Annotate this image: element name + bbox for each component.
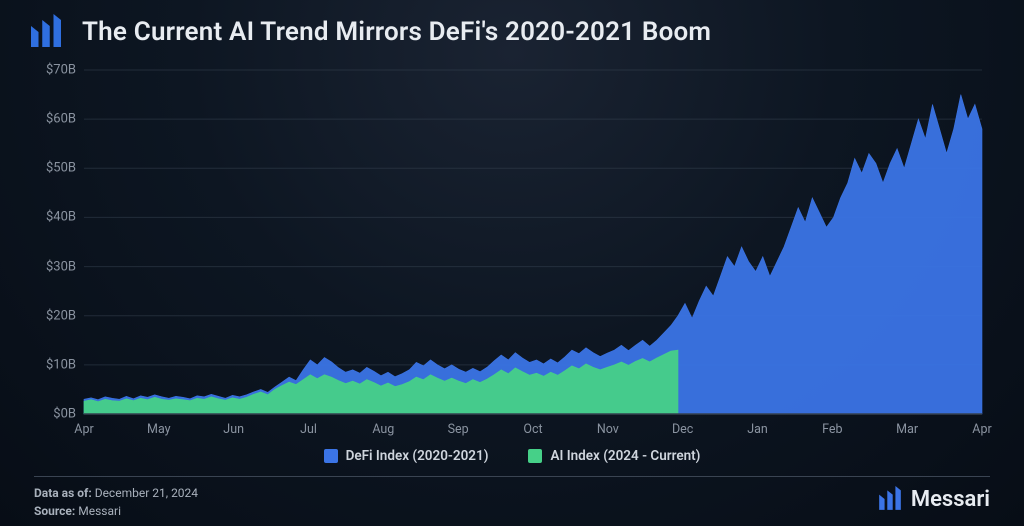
legend-item-defi: DeFi Index (2020-2021)	[324, 448, 489, 464]
legend-label-ai: AI Index (2024 - Current)	[550, 448, 700, 464]
legend-swatch-defi	[324, 449, 338, 463]
brand-logo-icon	[28, 14, 64, 50]
footer-rule	[34, 476, 990, 477]
x-axis-tick-label: Feb	[822, 422, 842, 437]
y-axis-tick-label: $70B	[34, 63, 76, 78]
x-axis-tick-label: Mar	[896, 422, 918, 437]
x-axis-tick-label: Oct	[523, 422, 542, 437]
y-axis-tick-label: $10B	[34, 357, 76, 372]
x-axis-tick-label: Jun	[223, 422, 244, 437]
y-axis-tick-label: $40B	[34, 210, 76, 225]
page-root: The Current AI Trend Mirrors DeFi's 2020…	[0, 0, 1024, 526]
x-axis-tick-label: Dec	[672, 422, 693, 437]
x-axis-tick-label: Jan	[747, 422, 768, 437]
chart-container: $0B $10B $20B $30B $40B $50B $60B $70B Apr May Jun…	[34, 64, 990, 444]
x-axis-tick-label: May	[147, 422, 171, 437]
legend-item-ai: AI Index (2024 - Current)	[528, 448, 700, 464]
chart-legend: DeFi Index (2020-2021) AI Index (2024 - …	[0, 448, 1024, 464]
chart-svg	[34, 64, 990, 444]
x-axis-tick-label: Apr	[74, 422, 93, 437]
legend-label-defi: DeFi Index (2020-2021)	[346, 448, 489, 464]
y-axis-tick-label: $60B	[34, 112, 76, 127]
x-axis-tick-label: Aug	[372, 422, 394, 437]
y-axis-tick-label: $50B	[34, 161, 76, 176]
footer-meta: Data as of: December 21, 2024 Source: Me…	[34, 484, 198, 520]
footer-brand-logo-icon	[877, 486, 903, 512]
x-axis-tick-label: Apr	[972, 422, 991, 437]
footer-brand-text: Messari	[911, 487, 990, 512]
source-value: Messari	[78, 504, 121, 518]
y-axis-tick-label: $30B	[34, 259, 76, 274]
x-axis-tick-label: Sep	[448, 422, 469, 437]
footer-brand: Messari	[877, 486, 990, 512]
x-axis-tick-label: Nov	[597, 422, 619, 437]
legend-swatch-ai	[528, 449, 542, 463]
y-axis-tick-label: $20B	[34, 308, 76, 323]
data-asof-label: Data as of:	[34, 486, 92, 500]
page-header: The Current AI Trend Mirrors DeFi's 2020…	[28, 14, 711, 50]
chart-title: The Current AI Trend Mirrors DeFi's 2020…	[82, 17, 711, 47]
y-axis-tick-label: $0B	[34, 407, 76, 422]
source-label: Source:	[34, 504, 75, 518]
x-axis-tick-label: Jul	[300, 422, 317, 437]
data-asof-value: December 21, 2024	[95, 486, 198, 500]
